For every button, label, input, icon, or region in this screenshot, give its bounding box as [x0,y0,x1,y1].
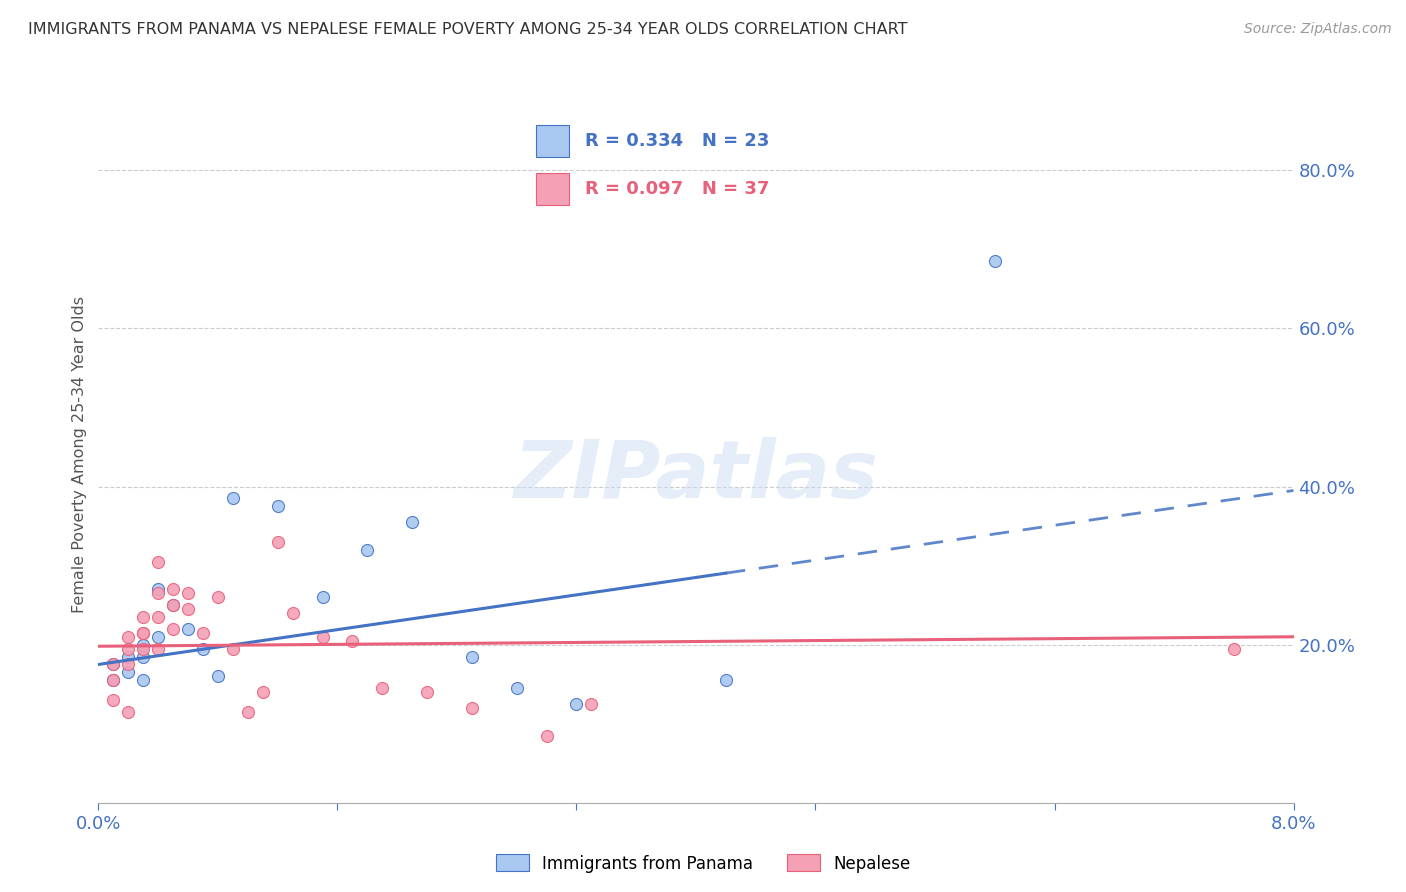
Text: IMMIGRANTS FROM PANAMA VS NEPALESE FEMALE POVERTY AMONG 25-34 YEAR OLDS CORRELAT: IMMIGRANTS FROM PANAMA VS NEPALESE FEMAL… [28,22,908,37]
Point [162,622,184,636]
Point [177,602,200,616]
Point [236,705,259,719]
Point [191,641,214,656]
Point [1222,641,1246,656]
Point [222,641,245,656]
Point [207,669,229,683]
Point [371,681,394,695]
Point [506,681,529,695]
Point [117,657,139,672]
Point [983,254,1005,268]
Point [581,697,603,711]
Point [132,625,155,640]
Y-axis label: Female Poverty Among 25-34 Year Olds: Female Poverty Among 25-34 Year Olds [72,296,87,614]
Point [281,606,304,620]
Point [103,673,125,688]
Text: ZIPatlas: ZIPatlas [513,437,879,515]
Point [148,610,170,624]
Point [148,582,170,597]
Point [117,705,139,719]
Point [103,657,125,672]
Point [191,625,214,640]
Point [148,555,170,569]
Point [267,534,290,549]
Point [416,685,439,699]
Point [177,586,200,600]
Point [132,625,155,640]
Point [267,500,290,514]
Point [132,649,155,664]
Point [117,649,139,664]
Point [132,638,155,652]
Point [565,697,588,711]
Point [714,673,737,688]
Point [342,633,364,648]
Point [117,665,139,680]
Point [311,591,333,605]
Point [356,542,378,557]
Point [536,729,558,743]
Point [162,582,184,597]
Point [162,598,184,612]
Legend: Immigrants from Panama, Nepalese: Immigrants from Panama, Nepalese [489,847,917,880]
Point [461,701,484,715]
Point [222,491,245,506]
Point [117,630,139,644]
Point [162,598,184,612]
Point [103,693,125,707]
Point [461,649,484,664]
Point [401,515,423,529]
Point [132,673,155,688]
Point [103,657,125,672]
Point [252,685,274,699]
Point [103,673,125,688]
Point [132,610,155,624]
Point [148,630,170,644]
Point [177,622,200,636]
Point [148,586,170,600]
Text: Source: ZipAtlas.com: Source: ZipAtlas.com [1244,22,1392,37]
Point [311,630,333,644]
Point [117,641,139,656]
Point [148,641,170,656]
Point [132,641,155,656]
Point [207,591,229,605]
